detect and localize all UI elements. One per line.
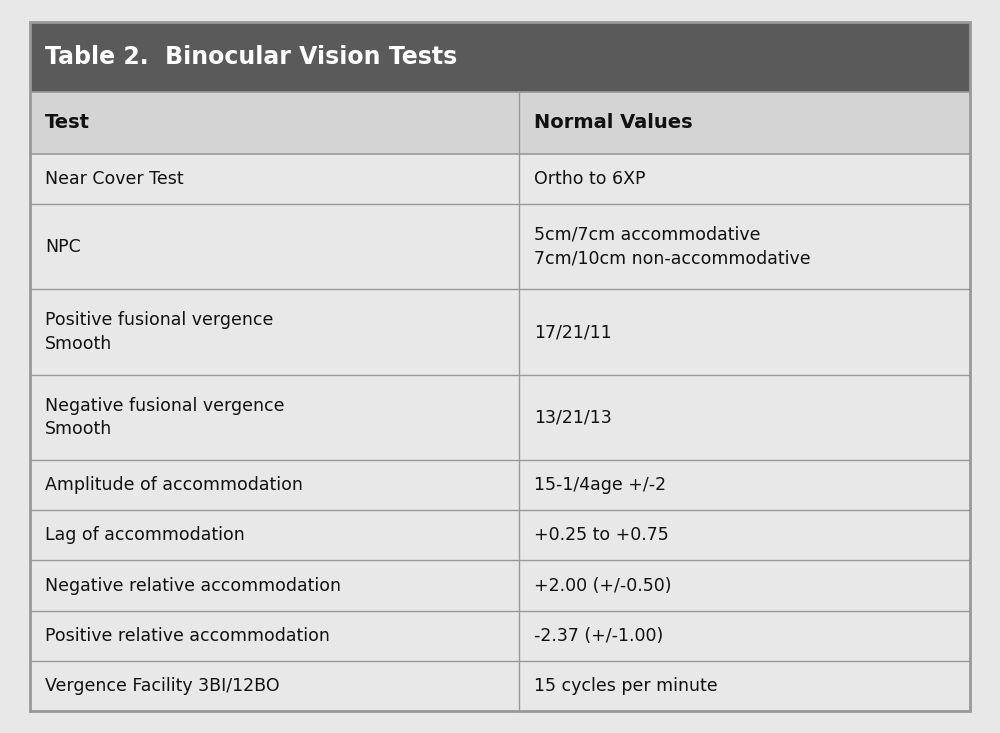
Text: Negative relative accommodation: Negative relative accommodation — [45, 577, 341, 594]
Text: Test: Test — [45, 114, 90, 132]
Text: Negative fusional vergence
Smooth: Negative fusional vergence Smooth — [45, 397, 285, 438]
Text: Positive fusional vergence
Smooth: Positive fusional vergence Smooth — [45, 312, 273, 353]
Bar — [30, 204, 970, 290]
Bar — [30, 661, 970, 711]
Bar — [30, 375, 970, 460]
Text: 17/21/11: 17/21/11 — [534, 323, 612, 341]
Text: Vergence Facility 3BI/12BO: Vergence Facility 3BI/12BO — [45, 677, 280, 695]
Text: Positive relative accommodation: Positive relative accommodation — [45, 627, 330, 645]
Bar — [30, 561, 970, 611]
Text: Lag of accommodation: Lag of accommodation — [45, 526, 245, 545]
Text: 13/21/13: 13/21/13 — [534, 408, 612, 427]
Bar — [30, 92, 970, 154]
Text: 15-1/4age +/-2: 15-1/4age +/-2 — [534, 476, 666, 494]
Bar — [30, 154, 970, 204]
Text: Normal Values: Normal Values — [534, 114, 692, 132]
Bar — [30, 460, 970, 510]
Bar — [30, 290, 970, 375]
Text: Ortho to 6XP: Ortho to 6XP — [534, 170, 645, 188]
Bar — [30, 510, 970, 561]
Text: +2.00 (+/-0.50): +2.00 (+/-0.50) — [534, 577, 671, 594]
Text: Near Cover Test: Near Cover Test — [45, 170, 184, 188]
Bar — [30, 22, 970, 92]
Text: 15 cycles per minute: 15 cycles per minute — [534, 677, 717, 695]
Text: NPC: NPC — [45, 237, 81, 256]
Text: +0.25 to +0.75: +0.25 to +0.75 — [534, 526, 669, 545]
Text: Table 2.  Binocular Vision Tests: Table 2. Binocular Vision Tests — [45, 45, 457, 69]
Text: -2.37 (+/-1.00): -2.37 (+/-1.00) — [534, 627, 663, 645]
Text: 5cm/7cm accommodative
7cm/10cm non-accommodative: 5cm/7cm accommodative 7cm/10cm non-accom… — [534, 226, 810, 268]
Text: Amplitude of accommodation: Amplitude of accommodation — [45, 476, 303, 494]
Bar — [30, 611, 970, 661]
